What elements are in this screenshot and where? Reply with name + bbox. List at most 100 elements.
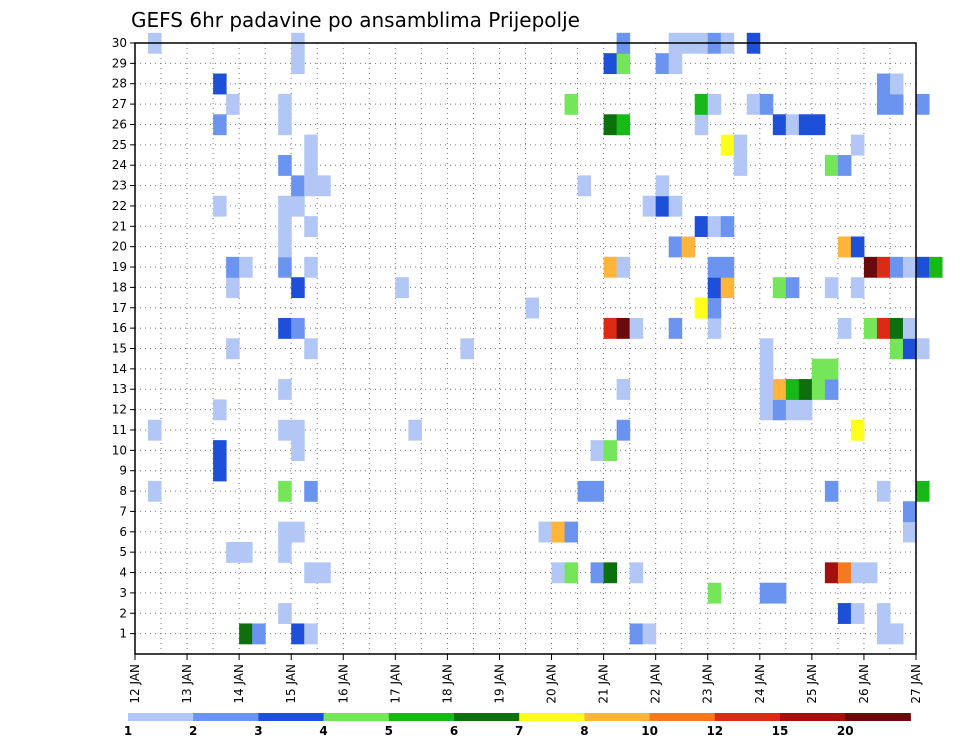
- precip-cell: [291, 53, 305, 75]
- precip-cell: [681, 236, 696, 258]
- precip-cell: [629, 562, 644, 584]
- x-tick-label: 12 JAN: [128, 664, 142, 704]
- legend-label: 2: [189, 724, 197, 738]
- y-tick-label: 26: [112, 117, 127, 131]
- precip-cell: [213, 440, 227, 462]
- cells-layer: [148, 32, 943, 645]
- precip-cell: [707, 256, 722, 278]
- precip-cell: [720, 216, 735, 237]
- y-tick-label: 7: [119, 504, 127, 518]
- precip-cell: [304, 216, 318, 237]
- precip-cell: [603, 114, 618, 136]
- x-tick-label: 17 JAN: [388, 664, 402, 704]
- precip-cell: [408, 419, 422, 441]
- precip-cell: [252, 623, 266, 645]
- x-tick-label: 23 JAN: [701, 664, 715, 704]
- precip-cell: [603, 317, 618, 339]
- y-tick-label: 6: [119, 525, 127, 539]
- x-tick-label: 13 JAN: [180, 664, 194, 704]
- y-tick-label: 25: [112, 138, 127, 152]
- precip-cell: [772, 379, 787, 400]
- precip-cell: [655, 195, 670, 217]
- precip-cell: [278, 419, 292, 441]
- y-tick-label: 14: [112, 362, 127, 376]
- precip-cell: [278, 521, 292, 543]
- precip-cell: [304, 256, 318, 278]
- legend-label: 15: [772, 724, 789, 738]
- x-tick-label: 19 JAN: [492, 664, 506, 704]
- y-tick-label: 3: [119, 586, 127, 600]
- precip-cell: [395, 277, 409, 299]
- precip-cell: [226, 93, 240, 115]
- precip-cell: [772, 277, 787, 299]
- precip-cell: [850, 562, 865, 584]
- precip-cell: [460, 338, 474, 360]
- precip-cell: [850, 134, 865, 156]
- precip-cell: [707, 93, 722, 115]
- precip-cell: [707, 277, 722, 299]
- precip-cell: [304, 134, 318, 156]
- precip-cell: [929, 256, 943, 278]
- legend-swatch: [845, 713, 911, 721]
- precip-cell: [668, 53, 683, 75]
- precip-cell: [642, 195, 657, 217]
- precip-cell: [564, 93, 579, 115]
- legend-label: 20: [837, 724, 854, 738]
- precip-cell: [824, 480, 839, 502]
- precip-cell: [759, 358, 774, 380]
- precip-cell: [603, 256, 618, 278]
- precip-cell: [278, 317, 292, 339]
- precip-cell: [902, 317, 917, 339]
- precip-cell: [278, 155, 292, 176]
- legend-swatch: [519, 713, 585, 721]
- precip-cell: [291, 440, 305, 462]
- precip-cell: [239, 623, 253, 645]
- precip-cell: [616, 256, 631, 278]
- precip-cell: [824, 155, 839, 176]
- precip-cell: [551, 562, 566, 584]
- y-tick-label: 16: [112, 321, 127, 335]
- precip-cell: [707, 216, 722, 237]
- precip-cell: [291, 419, 305, 441]
- precip-cell: [239, 541, 253, 563]
- precip-cell: [759, 338, 774, 360]
- precip-cell: [876, 480, 891, 502]
- y-tick-label: 18: [112, 280, 127, 294]
- precip-cell: [291, 317, 305, 339]
- legend-swatch: [388, 713, 455, 721]
- precip-cell: [824, 379, 839, 400]
- precip-cell: [889, 338, 904, 360]
- legend-swatch: [714, 713, 781, 721]
- precip-cell: [304, 175, 318, 197]
- y-tick-label: 15: [112, 342, 127, 356]
- precip-cell: [889, 317, 904, 339]
- precip-cell: [616, 114, 631, 136]
- precip-cell: [694, 216, 709, 237]
- precip-cell: [863, 256, 878, 278]
- precip-cell: [707, 317, 722, 339]
- x-axis: 12 JAN 13 JAN 14 JAN 15 JAN 16 JAN 17 JAN 18 J…: [128, 654, 923, 704]
- precip-cell: [603, 440, 618, 462]
- x-tick-label: 20 JAN: [545, 664, 559, 704]
- precip-cell: [876, 93, 891, 115]
- precip-cell: [837, 236, 852, 258]
- precip-cell: [889, 623, 904, 645]
- legend-label: 1: [124, 724, 132, 738]
- precip-cell: [590, 480, 605, 502]
- precip-cell: [226, 256, 240, 278]
- precip-cell: [148, 480, 162, 502]
- precip-cell: [564, 562, 579, 584]
- precip-cell: [694, 93, 709, 115]
- precip-cell: [707, 297, 722, 319]
- precip-cell: [278, 603, 292, 624]
- precip-cell: [746, 93, 761, 115]
- precip-cell: [577, 175, 592, 197]
- precip-cell: [850, 236, 865, 258]
- precip-cell: [668, 317, 683, 339]
- precip-cell: [590, 440, 605, 462]
- precip-cell: [824, 277, 839, 299]
- precip-cell: [824, 562, 839, 584]
- legend-label: 3: [254, 724, 262, 738]
- precip-cell: [720, 256, 735, 278]
